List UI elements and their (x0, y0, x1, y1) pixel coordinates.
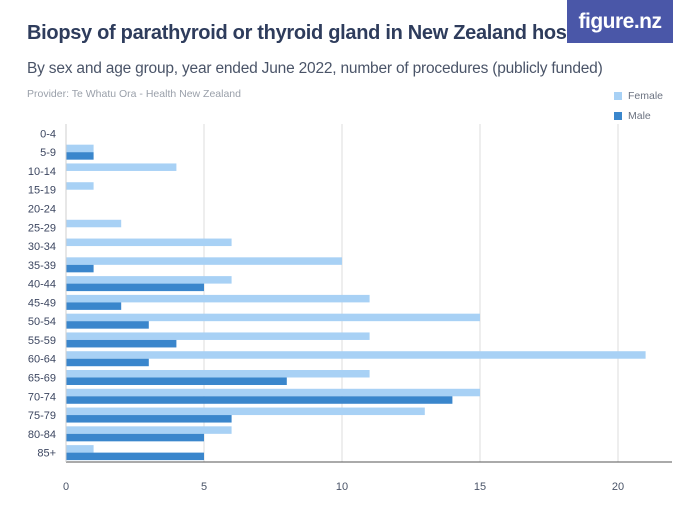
bar-female-15-19 (66, 182, 94, 190)
y-category-label: 45-49 (28, 297, 56, 309)
x-tick-label: 10 (336, 481, 348, 493)
y-category-label: 50-54 (28, 316, 56, 328)
bar-female-75-79 (66, 407, 425, 416)
figure-nz-logo[interactable]: figure.nz (567, 0, 673, 43)
bar-male-35-39 (66, 264, 94, 273)
bar-female-80-84 (66, 426, 232, 434)
bar-female-25-29 (66, 219, 122, 228)
y-category-label: 80-84 (28, 429, 56, 441)
y-category-label: 65-69 (28, 373, 56, 385)
bar-female-40-44 (66, 276, 232, 284)
bar-female-65-69 (66, 370, 370, 378)
bar-female-5-9 (66, 144, 94, 153)
x-tick-label: 15 (474, 481, 486, 493)
legend-swatch-male (614, 112, 622, 120)
bar-male-85+ (66, 452, 204, 461)
bar-female-35-39 (66, 257, 342, 265)
bar-female-10-14 (66, 163, 177, 171)
y-category-label: 20-24 (28, 204, 56, 216)
legend-label-female: Female (628, 90, 664, 102)
legend-item-male: Male (614, 106, 663, 126)
bar-male-40-44 (66, 283, 204, 292)
legend-label-male: Male (628, 110, 651, 122)
bar-male-55-59 (66, 339, 177, 348)
bar-female-60-64 (66, 351, 646, 359)
bar-female-30-34 (66, 238, 232, 247)
y-category-label: 70-74 (28, 391, 56, 403)
y-category-label: 85+ (37, 448, 56, 460)
y-category-label: 5-9 (40, 147, 56, 159)
y-category-label: 15-19 (28, 185, 56, 197)
y-category-label: 0-4 (40, 128, 56, 140)
y-category-label: 75-79 (28, 410, 56, 422)
bar-female-55-59 (66, 332, 370, 340)
bar-female-70-74 (66, 388, 480, 397)
legend-swatch-female (614, 92, 622, 100)
chart-subtitle: By sex and age group, year ended June 20… (27, 60, 603, 77)
y-category-label: 25-29 (28, 222, 56, 234)
x-tick-label: 0 (63, 481, 69, 493)
bar-male-60-64 (66, 358, 149, 367)
bar-male-75-79 (66, 415, 232, 423)
bar-male-80-84 (66, 433, 204, 442)
bar-male-45-49 (66, 302, 122, 310)
bar-female-85+ (66, 445, 94, 453)
chart-title: Biopsy of parathyroid or thyroid gland i… (27, 22, 618, 44)
bar-female-45-49 (66, 294, 370, 303)
y-category-label: 30-34 (28, 241, 56, 253)
legend-item-female: Female (614, 86, 663, 106)
chart-legend: Female Male (614, 86, 663, 126)
x-tick-label: 20 (612, 481, 624, 493)
y-category-label: 60-64 (28, 354, 56, 366)
y-category-label: 35-39 (28, 260, 56, 272)
bar-male-5-9 (66, 152, 94, 160)
bar-female-50-54 (66, 313, 480, 322)
bar-male-65-69 (66, 377, 287, 385)
x-tick-label: 5 (201, 481, 207, 493)
y-category-label: 55-59 (28, 335, 56, 347)
bar-male-50-54 (66, 321, 149, 329)
y-category-label: 40-44 (28, 279, 56, 291)
data-provider: Provider: Te Whatu Ora - Health New Zeal… (27, 88, 241, 100)
bar-male-70-74 (66, 396, 453, 404)
y-category-label: 10-14 (28, 166, 56, 178)
